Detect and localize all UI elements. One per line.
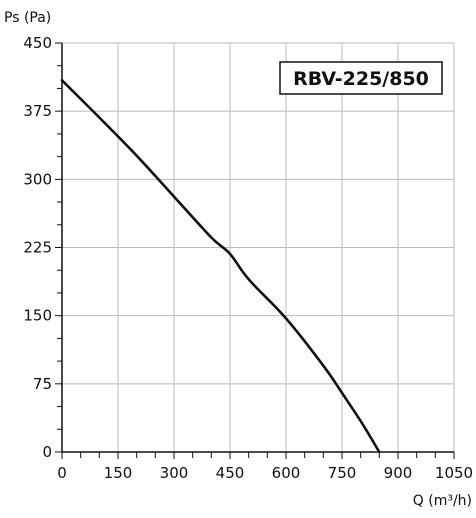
tick-labels: 0 150 300 450 600 750 900 1050 0 75 150 225 300 375 45…	[23, 34, 473, 482]
y-tick-label: 225	[23, 239, 52, 257]
x-tick-label: 900	[384, 464, 413, 482]
y-tick-label: 300	[23, 170, 52, 188]
y-tick-label: 450	[23, 34, 52, 52]
performance-curve	[60, 79, 381, 454]
y-tick-label: 150	[23, 307, 52, 325]
x-tick-label: 300	[160, 464, 189, 482]
grid	[62, 42, 455, 452]
y-tick-label: 375	[23, 102, 52, 120]
x-tick-label: 0	[57, 464, 67, 482]
x-tick-label: 450	[216, 464, 245, 482]
model-label-frame	[279, 61, 443, 95]
model-label-box: RBV-225/850	[279, 61, 443, 95]
x-axis-title: Q (m³/h)	[413, 493, 472, 509]
ticks	[55, 42, 455, 459]
x-tick-label: 600	[272, 464, 301, 482]
x-tick-label: 150	[104, 464, 133, 482]
model-label: RBV-225/850	[293, 68, 429, 90]
x-tick-label: 750	[328, 464, 357, 482]
y-tick-label: 75	[33, 375, 52, 393]
y-axis-title: Ps (Pa)	[4, 10, 51, 26]
y-tick-label: 0	[42, 443, 52, 461]
x-tick-label: 1050	[435, 464, 473, 482]
series	[60, 79, 381, 454]
